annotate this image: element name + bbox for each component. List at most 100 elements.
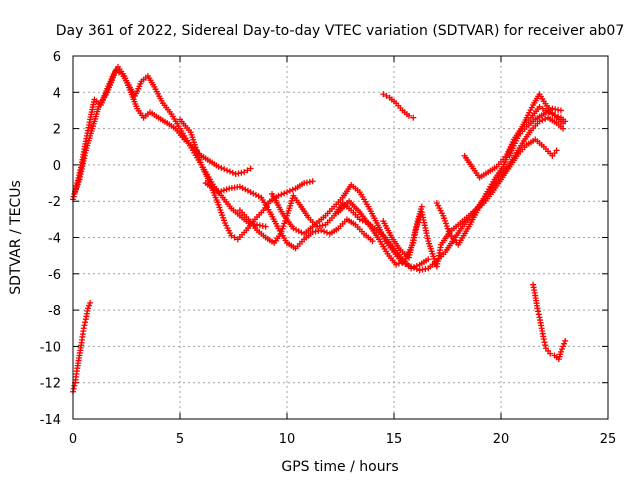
data-point — [262, 223, 269, 230]
series-track-12 — [380, 91, 417, 121]
data-point — [80, 325, 87, 332]
data-point — [405, 112, 412, 119]
data-point — [547, 350, 554, 357]
x-tick-label: 0 — [69, 432, 77, 447]
data-point — [558, 346, 565, 353]
data-point — [281, 190, 288, 197]
series-track-13 — [70, 299, 94, 395]
data-point — [220, 187, 227, 194]
data-point — [398, 259, 405, 266]
data-point — [81, 322, 88, 329]
y-tick-label: 6 — [53, 50, 61, 65]
data-point — [408, 263, 415, 270]
data-point — [557, 348, 564, 355]
data-point — [82, 319, 89, 326]
series-track-11 — [506, 91, 567, 159]
y-tick-label: -12 — [40, 377, 61, 392]
data-point — [539, 105, 546, 112]
data-point — [221, 166, 228, 173]
data-point — [241, 169, 248, 176]
x-tick-label: 25 — [600, 432, 617, 447]
data-point — [542, 342, 549, 349]
data-point — [318, 227, 325, 234]
data-point — [87, 299, 94, 306]
data-point — [405, 262, 412, 269]
data-point — [534, 305, 541, 312]
data-point — [116, 69, 123, 76]
y-tick-label: -6 — [48, 268, 61, 283]
data-point — [539, 117, 546, 124]
series-track-1 — [70, 63, 254, 203]
data-point — [425, 256, 432, 263]
data-point — [86, 302, 93, 309]
data-point — [536, 103, 543, 110]
data-point — [224, 167, 231, 174]
data-series — [70, 63, 569, 395]
series-track-8 — [380, 136, 560, 270]
data-point — [215, 189, 222, 196]
data-point — [560, 125, 567, 132]
x-tick-label: 15 — [386, 432, 403, 447]
y-tick-label: 0 — [53, 159, 61, 174]
data-point — [231, 234, 238, 241]
data-point — [309, 178, 316, 185]
data-point — [84, 305, 91, 312]
data-point — [402, 261, 409, 268]
series-track-9 — [433, 105, 564, 248]
data-point — [418, 203, 425, 210]
data-point — [278, 191, 285, 198]
series-track-14 — [530, 281, 569, 363]
data-point — [70, 193, 77, 200]
data-point — [395, 260, 402, 267]
x-tick-label: 10 — [279, 432, 296, 447]
data-point — [562, 337, 569, 344]
data-point — [540, 336, 547, 343]
series-track-6 — [269, 114, 567, 274]
data-point — [413, 265, 420, 272]
y-axis-label: SDTVAR / TECUs — [8, 180, 24, 295]
data-point — [369, 238, 376, 245]
data-point — [553, 147, 560, 154]
data-point — [561, 340, 568, 347]
series-track-2 — [72, 67, 269, 230]
data-point — [218, 188, 225, 195]
data-point — [247, 165, 254, 172]
axis-ticks: 0 5 10 15 20 25 -14 -12 -10 -8 -6 -4 -2 0 2 4 6 — [40, 50, 617, 447]
data-point — [228, 232, 235, 239]
y-tick-label: -14 — [40, 413, 61, 428]
y-tick-label: -8 — [48, 304, 61, 319]
y-tick-label: 2 — [53, 123, 61, 138]
x-tick-label: 20 — [493, 432, 510, 447]
data-point — [535, 308, 542, 315]
data-point — [218, 164, 225, 171]
plot-frame — [72, 55, 609, 420]
data-point — [321, 228, 328, 235]
y-tick-label: 4 — [53, 86, 61, 101]
series-track-4 — [202, 180, 376, 252]
data-point — [560, 120, 567, 127]
data-point — [275, 192, 282, 199]
data-point — [286, 187, 293, 194]
data-point — [226, 168, 233, 175]
data-point — [215, 163, 222, 170]
data-point — [71, 382, 78, 389]
data-point — [555, 113, 562, 120]
data-point — [383, 92, 390, 99]
data-point — [223, 186, 230, 193]
data-point — [380, 91, 387, 98]
data-point — [560, 343, 567, 350]
data-point — [541, 339, 548, 346]
data-point — [112, 67, 119, 74]
data-point — [284, 189, 290, 196]
data-point — [289, 186, 296, 193]
data-point — [535, 311, 542, 318]
x-axis-label: GPS time / hours — [281, 459, 398, 475]
data-point — [356, 216, 363, 223]
y-tick-label: -4 — [48, 232, 61, 247]
data-point — [410, 114, 417, 121]
y-tick-label: -10 — [40, 340, 61, 355]
chart-title: Day 361 of 2022, Sidereal Day-to-day VTE… — [56, 23, 625, 39]
x-tick-label: 5 — [176, 432, 184, 447]
